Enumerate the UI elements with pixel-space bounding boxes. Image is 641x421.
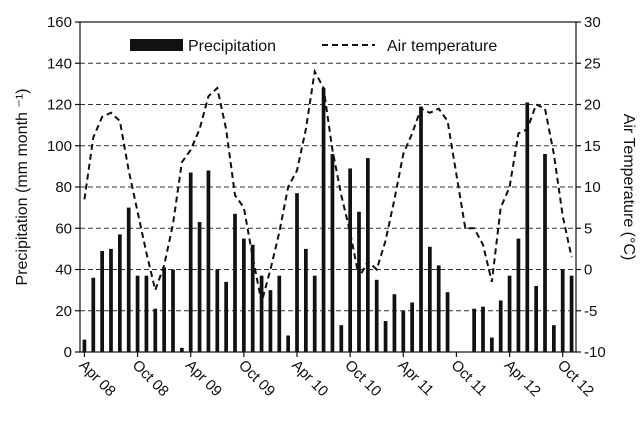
precipitation-bar <box>321 88 326 352</box>
precipitation-bar <box>481 306 485 353</box>
x-tick-label: Apr 12 <box>501 357 544 400</box>
right-axis-title: Air Temperature (°C) <box>620 114 637 261</box>
precipitation-bar <box>242 238 246 352</box>
precipitation-bar <box>401 310 406 352</box>
left-tick-label: 40 <box>55 262 72 279</box>
x-tick-label: Oct 10 <box>341 357 384 400</box>
precipitation-bar <box>357 211 361 352</box>
right-tick-label: 20 <box>584 97 601 114</box>
legend-precipitation-label: Precipitation <box>188 38 276 55</box>
precipitation-bar <box>490 337 494 352</box>
precipitation-bar <box>109 248 113 353</box>
right-axis-ticks: -10 -5 0 5 10 15 20 25 30 <box>576 14 606 361</box>
left-axis-ticks: 0 20 40 60 80 100 120 140 160 <box>47 14 80 361</box>
precipitation-bar <box>366 158 370 353</box>
x-tick-label: Oct 08 <box>129 357 172 400</box>
x-tick-label: Oct 12 <box>554 357 597 400</box>
precipitation-bar <box>224 281 228 353</box>
air-temperature-line <box>83 68 573 303</box>
precipitation-bar <box>259 275 264 352</box>
precipitation-bar <box>560 269 565 352</box>
right-tick-label: 0 <box>584 262 592 279</box>
precipitation-bar <box>383 321 388 352</box>
precipitation-bar <box>436 265 441 353</box>
precipitation-bar <box>206 170 211 352</box>
precipitation-bars <box>82 88 574 353</box>
x-tick-label: Oct 11 <box>448 357 490 399</box>
precipitation-bar <box>392 294 397 352</box>
left-tick-label: 0 <box>64 344 72 361</box>
precipitation-bar <box>144 275 149 352</box>
x-tick-label: Apr 09 <box>182 357 225 400</box>
precipitation-bar <box>126 207 131 353</box>
left-tick-label: 20 <box>55 303 72 320</box>
precipitation-bar <box>498 300 503 352</box>
precipitation-bar <box>552 325 556 352</box>
precipitation-bar <box>525 102 530 352</box>
legend-air-temperature-label: Air temperature <box>387 38 497 55</box>
precipitation-bar <box>543 154 547 352</box>
left-axis-title: Precipitation (mm month ⁻¹) <box>14 89 31 286</box>
right-tick-label: 25 <box>584 55 601 72</box>
precipitation-bar <box>428 246 432 352</box>
precipitation-bar <box>507 275 512 352</box>
precipitation-bar <box>180 347 184 353</box>
precipitation-bar <box>82 339 87 353</box>
precipitation-bar <box>268 290 273 353</box>
precipitation-bar <box>118 234 122 352</box>
precipitation-bar <box>312 275 317 352</box>
precipitation-bar <box>534 286 538 352</box>
left-tick-label: 60 <box>55 220 72 237</box>
right-tick-label: 15 <box>584 138 601 155</box>
legend-precipitation-swatch <box>130 39 183 51</box>
left-tick-label: 80 <box>55 179 72 196</box>
precipitation-bar <box>277 275 282 352</box>
precipitation-bar <box>516 238 521 352</box>
left-tick-label: 120 <box>47 97 72 114</box>
precipitation-bar <box>135 275 140 352</box>
right-tick-label: 10 <box>584 179 601 196</box>
precipitation-bar <box>304 248 308 353</box>
precipitation-bar <box>374 279 379 352</box>
precipitation-bar <box>171 269 175 352</box>
left-tick-label: 140 <box>47 55 72 72</box>
left-tick-label: 100 <box>47 138 72 155</box>
precipitation-bar <box>569 275 574 352</box>
precipitation-bar <box>250 244 255 352</box>
x-axis-ticks: Apr 08 Oct 08 Apr 09 Oct 09 Apr 10 Oct 10 Apr … <box>76 352 597 400</box>
precipitation-bar <box>295 193 299 352</box>
precipitation-bar <box>91 277 96 352</box>
right-tick-label: -5 <box>584 303 597 320</box>
x-tick-label: Apr 10 <box>288 357 331 400</box>
precipitation-bar <box>153 308 158 352</box>
precipitation-bar <box>215 269 220 352</box>
x-tick-label: Apr 08 <box>76 357 119 400</box>
precipitation-bar <box>286 335 290 352</box>
right-tick-label: 5 <box>584 220 592 237</box>
precipitation-bar <box>410 302 414 352</box>
precipitation-bar <box>348 168 352 352</box>
precipitation-bar <box>445 292 450 352</box>
precipitation-bar <box>419 106 423 352</box>
precipitation-bar <box>339 325 344 352</box>
precipitation-bar <box>472 308 476 352</box>
right-tick-label: 30 <box>584 14 601 31</box>
precipitation-bar <box>233 213 237 352</box>
left-tick-label: 160 <box>47 14 72 31</box>
grid-lines <box>80 62 576 312</box>
precipitation-bar <box>330 154 335 352</box>
right-tick-label: -10 <box>584 344 606 361</box>
precipitation-bar <box>162 267 166 352</box>
precipitation-bar <box>100 250 104 352</box>
legend: Precipitation Air temperature <box>130 38 497 55</box>
x-tick-label: Oct 09 <box>235 357 278 400</box>
precipitation-bar <box>188 172 193 352</box>
precipitation-bar <box>197 222 202 352</box>
x-tick-label: Apr 11 <box>394 357 436 399</box>
